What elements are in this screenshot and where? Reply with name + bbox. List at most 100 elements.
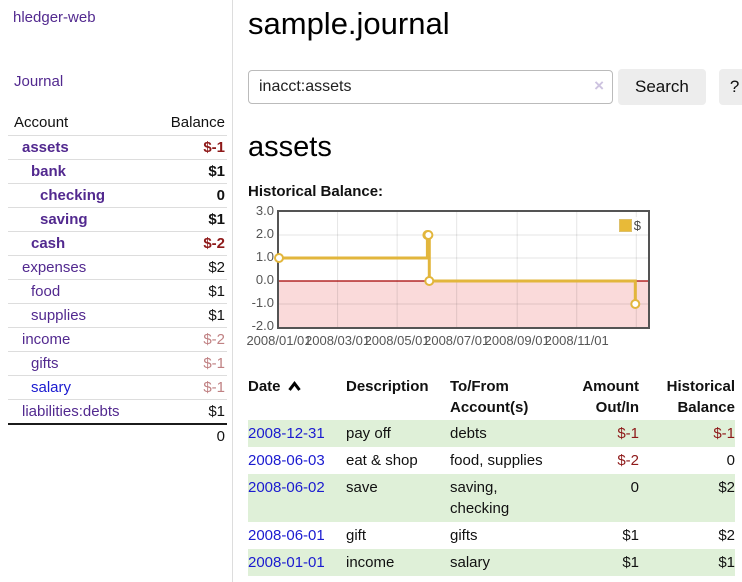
transaction-accounts: food, supplies — [450, 452, 543, 469]
transaction-row: 2008-12-31 pay off debts $-1 $-1 — [248, 420, 735, 447]
transaction-date-link[interactable]: 2008-01-01 — [248, 554, 325, 571]
chart-title: Historical Balance: — [248, 183, 384, 200]
accounts-header-row: Account Balance — [8, 111, 227, 136]
transaction-amount: $1 — [622, 527, 639, 544]
account-row: income $-2 — [8, 327, 227, 352]
transaction-accounts: salary — [450, 554, 491, 571]
transaction-balance: $2 — [718, 479, 735, 496]
transaction-description: eat & shop — [346, 452, 418, 469]
account-link[interactable]: supplies — [31, 307, 87, 324]
transactions-header-row: Date Description To/From Account(s) Amou… — [248, 374, 735, 420]
x-axis-tick-label: 2008/01/01 — [246, 333, 312, 348]
transaction-date-link[interactable]: 2008-06-02 — [248, 479, 325, 496]
account-link[interactable]: food — [31, 283, 61, 300]
accounts-header-balance: Balance — [170, 114, 225, 131]
account-row: salary $-1 — [8, 375, 227, 400]
account-link[interactable]: liabilities:debts — [22, 403, 120, 420]
data-point — [630, 299, 641, 309]
app-title-link[interactable]: hledger-web — [13, 9, 96, 26]
transaction-amount: 0 — [630, 479, 639, 496]
header-accounts: To/From Account(s) — [450, 378, 529, 416]
page-title: sample.journal — [248, 6, 450, 41]
transaction-amount: $-2 — [617, 452, 639, 469]
account-balance: $-2 — [203, 331, 225, 348]
account-row: bank $1 — [8, 159, 227, 184]
search-form: × Search ? — [248, 69, 742, 105]
account-balance: 0 — [216, 187, 225, 204]
sidebar-item-journal[interactable]: Journal — [14, 73, 64, 90]
search-input[interactable] — [248, 70, 613, 104]
header-date[interactable]: Date — [248, 374, 346, 420]
transaction-balance: $1 — [718, 554, 735, 571]
transaction-description: gift — [346, 527, 367, 544]
account-balance: $2 — [208, 259, 225, 276]
transaction-row: 2008-06-03 eat & shop food, supplies $-2 0 — [248, 447, 735, 474]
account-row: supplies $1 — [8, 303, 227, 328]
transaction-row: 2008-06-01 gift gifts $1 $2 — [248, 522, 735, 549]
transaction-balance: $-1 — [713, 425, 735, 442]
account-row: checking 0 — [8, 183, 227, 208]
transaction-accounts: debts — [450, 425, 487, 442]
balance-chart-svg — [274, 212, 648, 327]
transaction-amount: $-1 — [617, 425, 639, 442]
y-axis-tick-label: 1.0 — [255, 249, 274, 264]
account-balance: $-1 — [203, 139, 225, 156]
y-axis-tick-label: -2.0 — [251, 318, 274, 333]
transaction-accounts: gifts — [450, 527, 478, 544]
search-input-wrap: × — [248, 70, 613, 104]
x-axis-tick-label: 2008/09/01 — [484, 333, 550, 348]
accounts-table: Account Balance assets $-1 bank $1 checking 0… — [8, 111, 227, 448]
account-link[interactable]: salary — [31, 379, 72, 396]
main-content: sample.journal × Search ? assets Histori… — [233, 0, 742, 582]
search-button[interactable]: Search — [618, 69, 706, 105]
chart-legend: $ — [616, 217, 643, 234]
data-point — [423, 230, 434, 240]
sort-ascending-icon — [287, 377, 302, 398]
account-heading: assets — [248, 131, 332, 163]
account-link[interactable]: expenses — [22, 259, 87, 276]
header-description: Description — [346, 378, 429, 395]
account-balance: $-1 — [203, 379, 225, 396]
chart-plot-area: $ — [274, 210, 650, 329]
account-balance: $1 — [208, 307, 225, 324]
account-link[interactable]: bank — [31, 163, 67, 180]
transaction-description: income — [346, 554, 395, 571]
account-link[interactable]: gifts — [31, 355, 59, 372]
transaction-date-link[interactable]: 2008-06-03 — [248, 452, 325, 469]
transaction-balance: $2 — [718, 527, 735, 544]
x-axis-tick-label: 2008/05/01 — [364, 333, 430, 348]
transaction-date-link[interactable]: 2008-06-01 — [248, 527, 325, 544]
header-amount: Amount Out/In — [582, 378, 639, 416]
account-row: assets $-1 — [8, 135, 227, 160]
account-row: liabilities:debts $1 — [8, 399, 227, 425]
account-link[interactable]: income — [22, 331, 71, 348]
x-axis-tick-label: 2008/03/01 — [305, 333, 371, 348]
accounts-total-row: 0 — [8, 423, 227, 448]
account-link[interactable]: saving — [40, 211, 88, 228]
account-link[interactable]: checking — [40, 187, 106, 204]
account-balance: $1 — [208, 283, 225, 300]
account-row: cash $-2 — [8, 231, 227, 256]
transaction-accounts: saving, checking — [450, 479, 510, 517]
accounts-total-spacer — [8, 423, 149, 448]
legend-swatch-icon — [618, 219, 632, 232]
sidebar: hledger-web Journal Account Balance asse… — [0, 0, 233, 582]
transaction-date-link[interactable]: 2008-12-31 — [248, 425, 325, 442]
data-point — [424, 276, 435, 286]
account-balance: $1 — [208, 211, 225, 228]
transaction-row: 2008-01-01 income salary $1 $1 — [248, 549, 735, 576]
account-balance: $-2 — [203, 235, 225, 252]
clear-search-icon[interactable]: × — [594, 76, 604, 95]
transaction-balance: 0 — [726, 452, 735, 469]
search-help-button[interactable]: ? — [718, 69, 742, 105]
transactions-table: Date Description To/From Account(s) Amou… — [248, 374, 735, 576]
account-balance: $-1 — [203, 355, 225, 372]
transaction-amount: $1 — [622, 554, 639, 571]
account-row: expenses $2 — [8, 255, 227, 280]
x-axis-tick-label: 2008/11/01 — [544, 333, 609, 348]
y-axis-tick-label: 3.0 — [255, 203, 274, 218]
legend-label: $ — [633, 218, 641, 233]
account-link[interactable]: cash — [31, 235, 66, 252]
account-balance: $1 — [208, 163, 225, 180]
account-link[interactable]: assets — [22, 139, 69, 156]
